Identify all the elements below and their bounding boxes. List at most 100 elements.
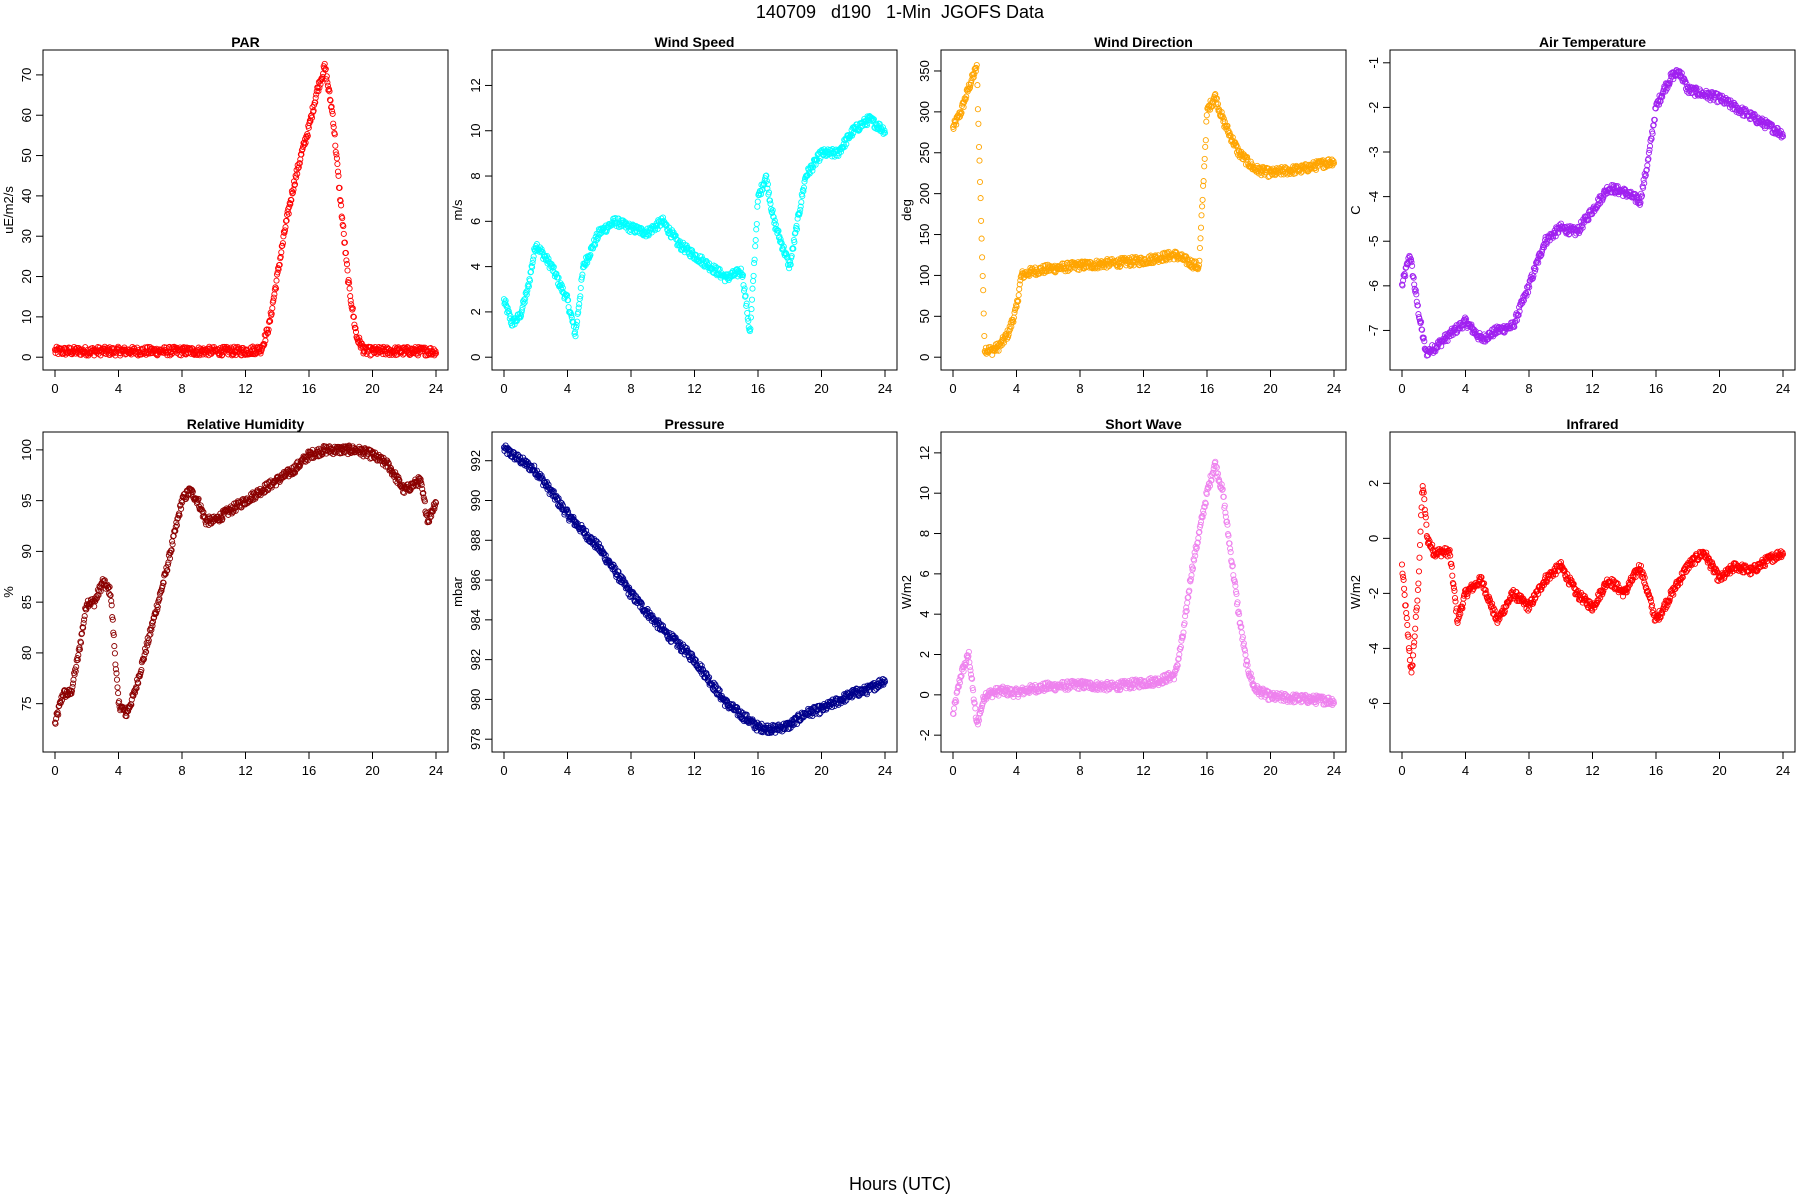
data-point [1244,153,1251,161]
data-point [747,314,754,321]
x-tick-label: 4 [1013,763,1020,778]
data-point [655,617,662,624]
data-point [748,296,756,303]
x-tick-label: 20 [1263,763,1277,778]
data-point [1637,199,1644,206]
data-point [521,299,528,306]
y-axis-label: mbar [450,577,465,607]
data-point [105,584,112,591]
data-point [1471,326,1478,333]
data-point [147,631,154,638]
data-point [149,622,156,629]
x-tick-label: 16 [302,381,316,396]
data-point [1408,259,1415,266]
y-tick-label: 50 [917,309,932,323]
x-tick-label: 4 [1462,381,1469,396]
data-point [356,334,363,341]
data-point [769,209,776,216]
y-tick-label: 300 [917,101,932,123]
data-point [1638,192,1646,199]
data-point [978,217,985,224]
data-point [1566,230,1573,237]
data-point [165,559,172,566]
data-point [744,309,751,317]
x-tick-label: 8 [1076,763,1083,778]
data-point [601,550,608,557]
x-tick-label: 20 [814,381,828,396]
data-point [281,227,289,234]
y-tick-label: 150 [917,224,932,246]
data-point [418,481,425,489]
data-point [789,245,796,252]
data-point [960,668,967,675]
data-point [69,680,77,687]
x-tick-label: 24 [1327,381,1341,396]
data-point [1421,338,1428,345]
data-point [968,675,975,682]
data-point [1184,256,1191,263]
data-point [740,282,747,289]
data-point [140,655,148,663]
data-point [1414,302,1421,309]
data-point [1226,129,1233,136]
data-point [1200,182,1207,189]
data-point [418,479,425,486]
plot-frame [940,431,1347,753]
y-tick-label: 980 [468,689,483,711]
data-point [115,690,122,697]
data-point [136,673,143,680]
data-point [573,322,580,329]
data-point [219,515,226,522]
data-point [264,330,271,337]
data-point [771,217,778,224]
data-point [332,142,339,149]
x-tick-label: 24 [1327,763,1341,778]
data-point [950,125,957,132]
data-point [339,215,346,222]
chart-title: Relative Humidity [187,416,305,432]
data-point [73,663,80,670]
x-tick-label: 0 [51,763,58,778]
data-point [173,522,180,529]
data-point [109,616,116,623]
data-point [840,141,847,148]
data-point [763,177,770,184]
data-point [347,293,354,300]
data-point [172,527,179,535]
data-point [1014,298,1021,305]
data-point [688,650,695,657]
y-tick-label: 0 [468,354,483,361]
data-point [574,318,581,325]
data-point [521,296,528,303]
data-point [976,178,984,186]
y-tick-label: 978 [468,728,483,750]
data-point [340,230,347,237]
data-point [881,678,889,685]
data-point [202,518,209,525]
data-point [698,253,705,260]
data-point [330,120,337,127]
data-point [110,629,117,636]
data-points [949,61,1338,358]
data-point [1779,133,1787,140]
y-tick-label: 60 [19,108,34,122]
data-point [395,474,402,481]
data-point [266,317,273,324]
y-tick-label: 4 [917,611,932,618]
data-point [176,512,183,519]
data-point [575,309,582,316]
data-point [197,502,204,509]
x-tick-label: 4 [115,381,122,396]
data-point [1234,144,1241,151]
data-point [164,352,171,359]
data-point [573,518,580,526]
data-point [594,234,601,242]
data-point [81,613,88,620]
data-point [80,620,87,627]
data-points [949,458,1338,728]
data-point [197,345,204,352]
data-point [1177,643,1184,651]
data-point [327,97,334,104]
data-point [312,94,319,101]
